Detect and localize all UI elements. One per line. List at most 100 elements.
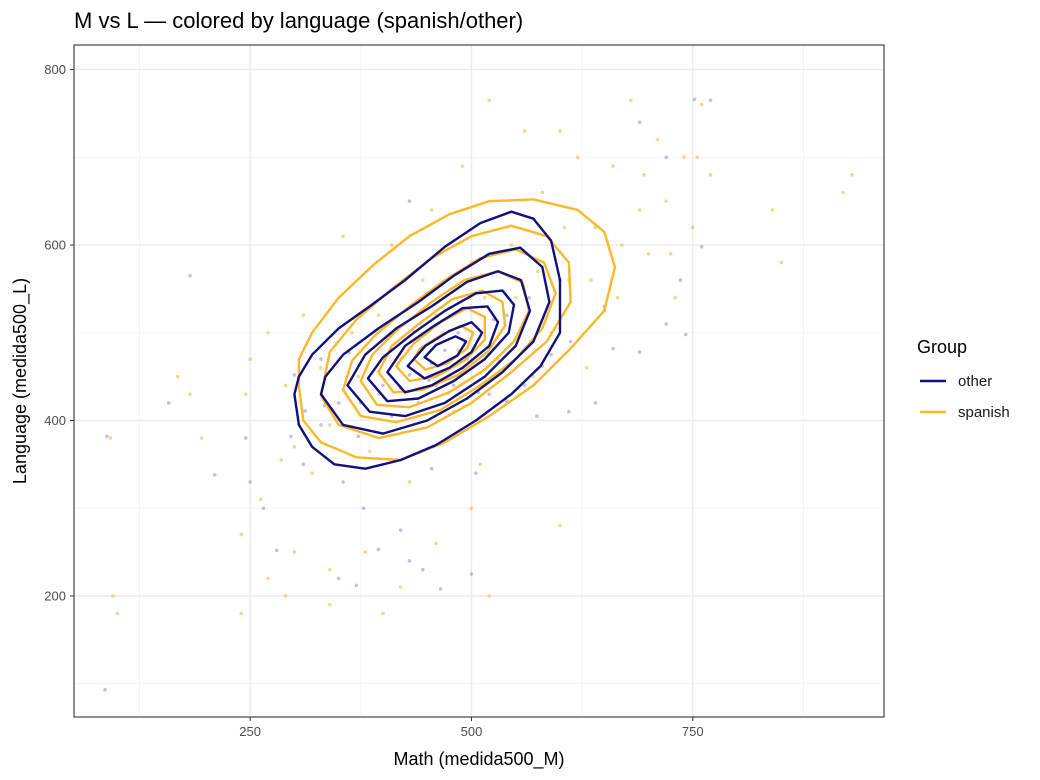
point-spanish [283,594,288,598]
point-other [103,688,107,692]
contour-spanish [395,307,486,383]
point-other [699,244,704,249]
point-spanish [328,423,332,427]
point-other [274,548,279,553]
legend-label-spanish: spanish [958,404,1010,421]
point-spanish [243,392,248,396]
point-spanish [363,550,368,554]
point-spanish [536,269,540,274]
point-spanish [770,208,775,212]
point-spanish [292,444,297,449]
point-spanish [695,155,700,160]
point-other [398,528,403,532]
point-other [303,409,307,413]
point-spanish [310,471,314,475]
point-spanish [469,506,474,511]
point-spanish [668,251,673,256]
point-other [336,576,341,581]
point-other [188,273,192,278]
point-spanish [258,497,263,502]
point-other [319,357,323,361]
point-spanish [611,164,615,168]
point-other [474,471,478,475]
point-other [535,414,539,418]
x-tick-label: 750 [682,724,704,739]
point-other [708,98,713,103]
point-other [289,434,293,439]
contour-other [346,270,532,418]
x-tick-label: 500 [461,724,483,739]
point-spanish [356,374,360,379]
point-other [683,332,688,337]
point-spanish [381,611,385,616]
point-other [420,567,425,572]
point-spanish [199,436,204,440]
point-other [104,434,109,439]
point-spanish [584,366,589,370]
legend: Group other spanish [917,337,1010,421]
point-other [341,480,345,484]
contour-other [406,321,484,380]
panel-border [73,44,885,718]
point-spanish [319,366,323,370]
point-spanish [115,611,120,616]
point-other [549,352,553,357]
point-other [319,423,323,427]
point-spanish [589,278,593,282]
point-other [664,155,669,160]
contour-other [366,289,516,403]
point-spanish [188,392,192,396]
point-other [505,313,509,318]
point-spanish [637,208,642,212]
point-spanish [175,374,180,379]
point-other [637,120,642,125]
point-other [443,348,447,353]
point-spanish [558,523,562,528]
point-spanish [350,330,354,335]
point-other [261,506,266,511]
point-spanish [108,436,113,440]
y-tick-label: 400 [44,413,66,428]
point-other [376,547,381,552]
point-spanish [513,295,518,300]
point-spanish [482,295,487,300]
chart-title: M vs L — colored by language (spanish/ot… [74,8,523,33]
density-contours [293,198,617,470]
point-other [456,330,460,335]
x-axis-ticks: 250 500 750 [239,717,704,739]
point-spanish [673,295,677,300]
point-other [361,506,366,511]
point-spanish [509,243,514,247]
y-axis-title: Language (medida500_L) [10,278,31,484]
contour-other [423,335,468,368]
point-spanish [646,251,651,256]
point-spanish [779,260,784,265]
y-tick-label: 200 [44,588,66,603]
point-spanish [390,243,394,247]
point-spanish [690,225,695,230]
point-spanish [575,155,580,160]
point-other [407,199,412,203]
point-spanish [708,173,713,177]
point-other [438,587,443,591]
point-spanish [434,541,438,546]
point-spanish [487,594,491,598]
point-other [487,392,491,396]
plot-panel [73,44,885,718]
point-other [354,583,359,588]
y-tick-label: 800 [44,62,66,77]
y-tick-label: 600 [44,238,66,253]
point-other [166,401,171,405]
point-spanish [540,190,545,195]
point-spanish [562,225,567,230]
x-tick-label: 250 [239,724,261,739]
point-other [407,559,412,563]
point-spanish [664,199,669,203]
point-spanish [266,576,270,581]
scatter-points [103,97,854,692]
point-other [568,339,573,344]
point-spanish [478,462,483,467]
contour-other [386,305,500,394]
point-other [248,480,252,484]
